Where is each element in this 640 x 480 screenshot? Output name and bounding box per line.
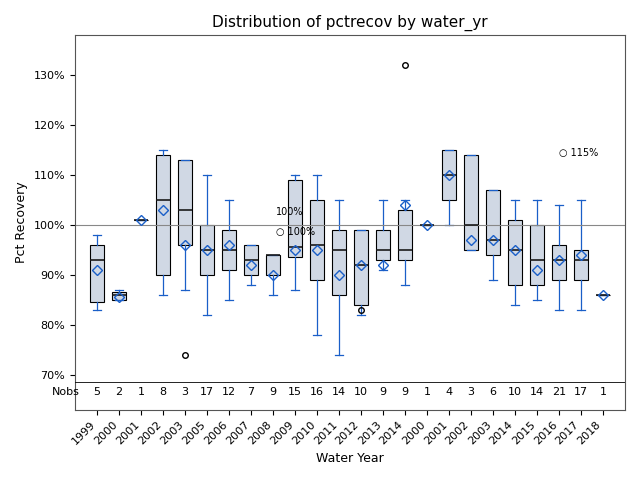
PathPatch shape xyxy=(574,250,588,280)
Text: 16: 16 xyxy=(310,387,324,397)
PathPatch shape xyxy=(178,160,192,245)
PathPatch shape xyxy=(310,200,324,280)
PathPatch shape xyxy=(90,245,104,302)
Text: 2: 2 xyxy=(115,387,123,397)
Text: ○ 115%: ○ 115% xyxy=(559,147,598,157)
Text: 10: 10 xyxy=(508,387,522,397)
Text: Nobs: Nobs xyxy=(52,387,79,397)
Y-axis label: Pct Recovery: Pct Recovery xyxy=(15,181,28,263)
PathPatch shape xyxy=(222,230,236,270)
PathPatch shape xyxy=(552,245,566,280)
Text: 12: 12 xyxy=(222,387,236,397)
PathPatch shape xyxy=(332,230,346,295)
PathPatch shape xyxy=(464,155,478,250)
Text: 17: 17 xyxy=(200,387,214,397)
PathPatch shape xyxy=(486,190,500,255)
Text: 1: 1 xyxy=(600,387,607,397)
PathPatch shape xyxy=(288,180,302,257)
PathPatch shape xyxy=(398,210,412,260)
Text: 14: 14 xyxy=(332,387,346,397)
PathPatch shape xyxy=(244,245,258,275)
PathPatch shape xyxy=(508,220,522,285)
Text: 3: 3 xyxy=(182,387,189,397)
Title: Distribution of pctrecov by water_yr: Distribution of pctrecov by water_yr xyxy=(212,15,488,31)
PathPatch shape xyxy=(530,225,544,285)
Text: 3: 3 xyxy=(467,387,474,397)
PathPatch shape xyxy=(266,255,280,275)
PathPatch shape xyxy=(200,225,214,275)
Text: 9: 9 xyxy=(401,387,408,397)
Text: 17: 17 xyxy=(574,387,588,397)
Text: 1: 1 xyxy=(138,387,145,397)
Text: 21: 21 xyxy=(552,387,566,397)
Text: 6: 6 xyxy=(490,387,497,397)
Text: 15: 15 xyxy=(288,387,302,397)
PathPatch shape xyxy=(354,230,368,305)
PathPatch shape xyxy=(376,230,390,260)
Text: 7: 7 xyxy=(248,387,255,397)
Text: 10: 10 xyxy=(354,387,368,397)
Text: 100%: 100% xyxy=(276,207,304,217)
X-axis label: Water Year: Water Year xyxy=(316,452,384,465)
Text: 8: 8 xyxy=(159,387,166,397)
PathPatch shape xyxy=(112,292,126,300)
Text: 4: 4 xyxy=(445,387,452,397)
PathPatch shape xyxy=(156,155,170,275)
Text: ○ 100%: ○ 100% xyxy=(276,228,316,238)
Text: 9: 9 xyxy=(269,387,276,397)
Text: 5: 5 xyxy=(93,387,100,397)
Text: 1: 1 xyxy=(424,387,431,397)
PathPatch shape xyxy=(442,150,456,200)
Text: 9: 9 xyxy=(380,387,387,397)
Text: 14: 14 xyxy=(530,387,544,397)
